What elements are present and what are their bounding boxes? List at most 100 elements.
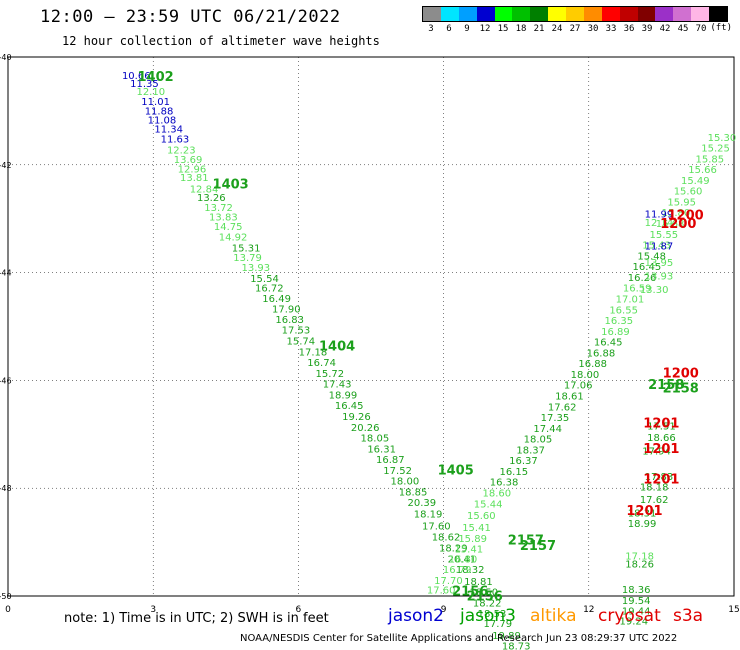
wave-height-label: 18.29: [439, 543, 468, 554]
wave-height-label: 16.80: [449, 554, 478, 565]
color-scale-tick: 9: [464, 24, 470, 34]
wave-height-label: 15.85: [695, 154, 724, 165]
wave-height-label: 16.35: [604, 316, 633, 327]
color-scale-swatch: [691, 7, 709, 21]
y-tick-label: -42: [0, 161, 12, 170]
color-scale-swatch: [512, 7, 531, 21]
color-scale-tick: 30: [587, 24, 599, 34]
color-scale-tick: 33: [605, 24, 617, 34]
wave-height-label: 15.41: [462, 523, 491, 534]
wave-height-label: 11.87: [645, 242, 674, 253]
wave-height-label: 17.94: [642, 446, 671, 457]
wave-height-label: 18.50: [469, 588, 498, 599]
wave-height-label: 17.62: [640, 495, 669, 506]
wave-height-label: 12.10: [136, 87, 165, 98]
wave-height-label: 11.01: [141, 97, 170, 108]
legend-cryosat: cryosat: [598, 606, 661, 626]
x-tick-label: 9: [441, 605, 447, 615]
pass-time-label: 1201: [626, 504, 662, 519]
wave-height-label: 15.25: [701, 144, 730, 155]
pass-time-label: 1405: [438, 463, 474, 478]
wave-height-label: 17.43: [323, 380, 352, 391]
wave-height-label: 16.55: [609, 305, 638, 316]
wave-height-label: 17.06: [564, 381, 593, 392]
wave-height-label: 15.48: [637, 251, 666, 262]
wave-height-label: 16.88: [587, 348, 616, 359]
color-scale-legend: 3 6 9 12 15 18 21 24 27 30 33 36 39 42 45 70 (ft): [422, 6, 732, 34]
wave-height-label: 15.55: [649, 230, 678, 241]
wave-height-label: 19.54: [622, 596, 651, 607]
wave-height-label: 11.63: [161, 134, 190, 145]
wave-height-label: 15.72: [316, 369, 345, 380]
wave-height-label: 15.74: [286, 337, 315, 348]
wave-height-label: 11.34: [154, 125, 183, 136]
color-scale-ticks: 3 6 9 12 15 18 21 24 27 30 33 36 39 42 45 70: [422, 24, 728, 34]
wave-height-label: 19.26: [342, 412, 371, 423]
wave-height-label: 16.45: [335, 401, 364, 412]
wave-height-label: 18.05: [361, 434, 390, 445]
wave-height-label: 16.37: [509, 456, 538, 467]
wave-height-label: 11.08: [148, 116, 177, 127]
color-scale-tick: 12: [479, 24, 491, 34]
pass-time-label: 2157: [508, 533, 544, 548]
plot-frame: [7, 56, 735, 597]
color-scale-tick: 24: [551, 24, 563, 34]
color-scale-tick: 36: [623, 24, 635, 34]
wave-height-label: 15.80: [662, 208, 691, 219]
color-scale-swatch: [601, 7, 620, 21]
wave-height-label: 16.87: [376, 455, 405, 466]
wave-height-label: 17.52: [383, 466, 412, 477]
wave-height-label: 13.79: [233, 253, 262, 264]
wave-height-label: 17.53: [282, 326, 311, 337]
legend-s3a: s3a: [673, 606, 704, 626]
wave-height-label: 16.83: [275, 315, 304, 326]
page-title: 12:00 – 23:59 UTC 06/21/2022: [40, 7, 341, 27]
wave-height-label: 13.93: [241, 263, 270, 274]
y-tick-label: -48: [0, 484, 12, 493]
wave-height-label: 18.37: [516, 445, 545, 456]
x-tick-label: 3: [150, 605, 156, 615]
wave-height-label: 18.26: [625, 560, 654, 571]
wave-height-label: 14.92: [219, 232, 248, 243]
wave-height-label: 15.60: [674, 187, 703, 198]
pass-time-label: 2156: [467, 589, 503, 604]
wave-height-label: 17.44: [533, 424, 562, 435]
page-subtitle: 12 hour collection of altimeter wave hei…: [62, 34, 380, 48]
wave-height-label: 17.35: [541, 413, 570, 424]
y-tick-label: -40: [0, 53, 12, 62]
wave-height-label: 18.53: [478, 609, 507, 620]
wave-height-label: 16.89: [601, 327, 630, 338]
color-scale-swatch: [583, 7, 602, 21]
wave-height-label: 12.84: [190, 185, 219, 196]
wave-height-label: 18.81: [464, 577, 493, 588]
wave-height-label: 20.39: [407, 498, 436, 509]
wave-height-label: 18.00: [571, 370, 600, 381]
color-scale-tick: 45: [677, 24, 689, 34]
wave-height-label: 16.88: [578, 359, 607, 370]
wave-height-label: 16.45: [633, 262, 662, 273]
wave-height-label: 13.81: [180, 173, 209, 184]
color-scale-swatch: [530, 7, 549, 21]
wave-height-label: 20.26: [351, 423, 380, 434]
wave-height-label: 11.88: [145, 106, 174, 117]
wave-height-label: 18.85: [399, 487, 428, 498]
x-tick-label: 0: [5, 605, 11, 615]
wave-height-label: 15.68: [656, 219, 685, 230]
color-scale-swatch: [619, 7, 638, 21]
pass-time-label: 2157: [520, 539, 556, 554]
wave-height-label: 15.95: [667, 197, 696, 208]
pass-time-label: 1201: [643, 472, 679, 487]
color-scale-tick: 27: [569, 24, 581, 34]
x-tick-label: 12: [583, 605, 594, 615]
color-scale-tick: 42: [659, 24, 671, 34]
wave-height-label: 13.72: [204, 203, 233, 214]
pass-time-label: 1403: [213, 178, 249, 193]
wave-height-label: 17.18: [299, 347, 328, 358]
wave-height-label: 13.30: [640, 285, 669, 296]
wave-height-label: 16.15: [499, 467, 528, 478]
wave-height-label: 19.89: [492, 631, 521, 642]
wave-height-label: 16.79: [443, 565, 472, 576]
wave-height-label: 16.59: [623, 284, 652, 295]
